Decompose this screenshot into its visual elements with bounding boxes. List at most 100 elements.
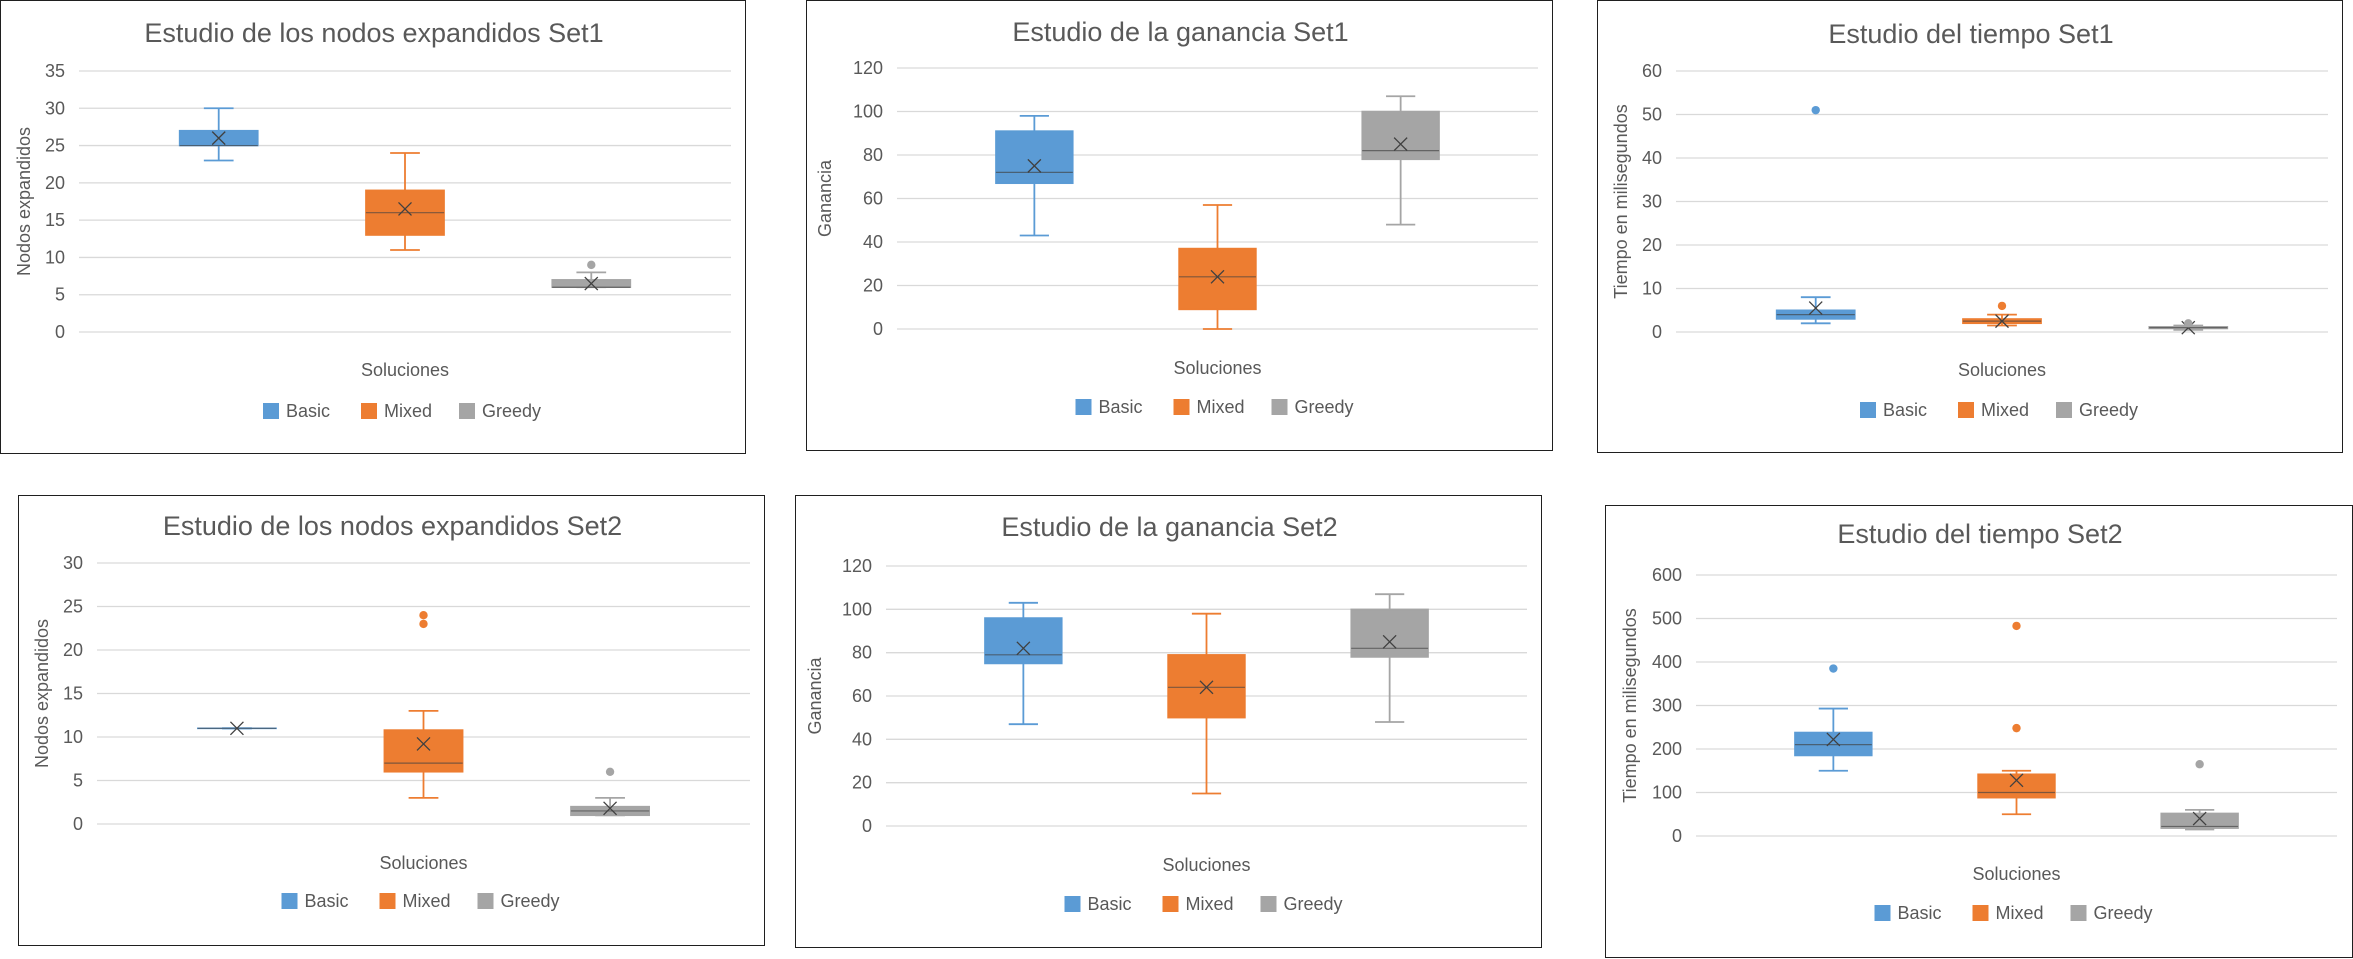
x-axis-title: Soluciones [361, 360, 449, 380]
legend-label: Basic [1883, 400, 1927, 420]
y-tick-label: 15 [45, 210, 65, 230]
y-tick-label: 120 [853, 58, 883, 78]
legend-swatch [263, 403, 279, 419]
chart-title: Estudio de los nodos expandidos Set1 [144, 18, 603, 48]
legend-item-greedy: Greedy [1261, 894, 1343, 914]
box-body [996, 131, 1073, 183]
outlier-point [2195, 760, 2203, 768]
outlier-point [1812, 106, 1820, 114]
legend-item-mixed: Mixed [1163, 894, 1234, 914]
legend-item-basic: Basic [1875, 903, 1942, 923]
box-body [1978, 774, 2055, 797]
outlier-point [2012, 622, 2020, 630]
legend-label: Mixed [403, 891, 451, 911]
y-tick-label: 60 [1642, 61, 1662, 81]
y-axis-title: Ganancia [805, 656, 825, 734]
box-greedy [571, 768, 649, 816]
outlier-point [606, 768, 614, 776]
box-mixed [1963, 302, 2041, 328]
legend-swatch [1973, 905, 1989, 921]
y-axis-title: Tiempo en milisegundos [1620, 608, 1640, 802]
y-tick-label: 10 [1642, 279, 1662, 299]
legend-label: Mixed [1996, 903, 2044, 923]
legend-label: Mixed [1197, 397, 1245, 417]
legend-label: Greedy [2094, 903, 2153, 923]
box-basic [198, 722, 276, 735]
chart-title: Estudio de la ganancia Set1 [1012, 17, 1348, 47]
chart-svg: Estudio de la ganancia Set20204060801001… [796, 496, 1543, 949]
chart-svg: Estudio de la ganancia Set10204060801001… [807, 1, 1554, 452]
legend-item-greedy: Greedy [478, 891, 560, 911]
box-mixed [384, 611, 462, 798]
y-tick-label: 0 [862, 816, 872, 836]
legend-item-basic: Basic [263, 401, 330, 421]
chart-title: Estudio de los nodos expandidos Set2 [163, 511, 622, 541]
legend-item-basic: Basic [1076, 397, 1143, 417]
legend-swatch [1875, 905, 1891, 921]
legend-item-basic: Basic [1860, 400, 1927, 420]
legend-item-greedy: Greedy [459, 401, 541, 421]
legend-item-greedy: Greedy [1272, 397, 1354, 417]
outlier-point [419, 611, 427, 619]
legend-item-mixed: Mixed [361, 401, 432, 421]
box-body [1351, 609, 1428, 657]
legend-item-basic: Basic [282, 891, 349, 911]
legend: Basic Mixed Greedy [1860, 400, 2138, 420]
chart-svg: Estudio de los nodos expandidos Set10510… [1, 1, 747, 455]
legend-swatch [478, 893, 494, 909]
box-body [1362, 112, 1439, 160]
y-axis-title: Tiempo en milisegundos [1611, 104, 1631, 298]
legend-label: Basic [1898, 903, 1942, 923]
legend-swatch [1261, 896, 1277, 912]
legend-item-greedy: Greedy [2071, 903, 2153, 923]
y-tick-label: 300 [1652, 696, 1682, 716]
legend-swatch [361, 403, 377, 419]
box-mixed [366, 153, 444, 250]
chart-svg: Estudio del tiempo Set10102030405060Tiem… [1598, 1, 2344, 454]
outlier-point [1998, 302, 2006, 310]
box-mixed [1179, 205, 1256, 329]
box-greedy [1362, 96, 1439, 224]
legend-label: Greedy [1284, 894, 1343, 914]
box-basic [180, 108, 258, 160]
legend-swatch [1076, 399, 1092, 415]
y-tick-label: 20 [63, 640, 83, 660]
outlier-point [2184, 319, 2192, 327]
outlier-point [587, 261, 595, 269]
legend-item-mixed: Mixed [380, 891, 451, 911]
legend-label: Basic [1099, 397, 1143, 417]
legend-label: Greedy [482, 401, 541, 421]
y-tick-label: 40 [852, 729, 872, 749]
legend-label: Mixed [1186, 894, 1234, 914]
legend-swatch [1174, 399, 1190, 415]
box-greedy [552, 261, 630, 290]
chart-title: Estudio del tiempo Set1 [1828, 19, 2113, 49]
box-greedy [1351, 594, 1428, 722]
legend-label: Basic [286, 401, 330, 421]
box-greedy [2161, 760, 2238, 829]
legend-item-mixed: Mixed [1958, 400, 2029, 420]
y-tick-label: 10 [45, 247, 65, 267]
legend-swatch [1163, 896, 1179, 912]
y-tick-label: 100 [1652, 783, 1682, 803]
y-tick-label: 100 [853, 102, 883, 122]
x-axis-title: Soluciones [1972, 864, 2060, 884]
y-tick-label: 40 [1642, 148, 1662, 168]
y-axis-title: Nodos expandidos [32, 619, 52, 768]
y-tick-label: 0 [1672, 826, 1682, 846]
legend: Basic Mixed Greedy [1076, 397, 1354, 417]
y-tick-label: 25 [63, 597, 83, 617]
y-axis-title: Ganancia [815, 159, 835, 237]
legend-item-greedy: Greedy [2056, 400, 2138, 420]
box-basic [996, 116, 1073, 236]
y-tick-label: 20 [863, 276, 883, 296]
y-tick-label: 35 [45, 61, 65, 81]
y-tick-label: 100 [842, 599, 872, 619]
box-basic [1777, 106, 1855, 323]
y-tick-label: 200 [1652, 739, 1682, 759]
